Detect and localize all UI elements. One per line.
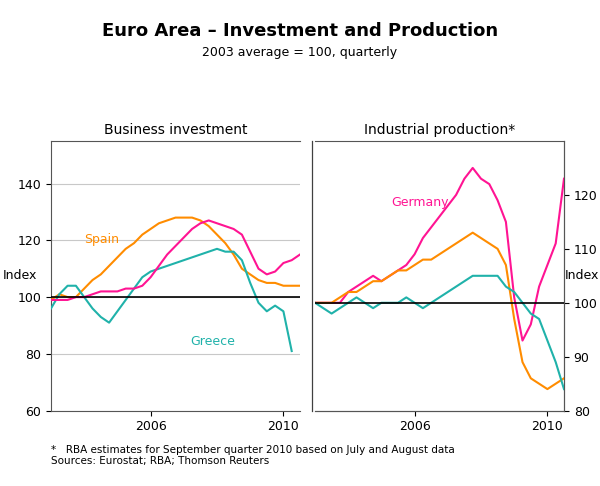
- Text: Germany: Germany: [391, 196, 449, 208]
- Title: Industrial production*: Industrial production*: [364, 123, 515, 137]
- Text: *   RBA estimates for September quarter 2010 based on July and August data
Sourc: * RBA estimates for September quarter 20…: [51, 445, 455, 466]
- Title: Business investment: Business investment: [104, 123, 247, 137]
- Text: Index: Index: [565, 269, 599, 282]
- Text: Greece: Greece: [190, 335, 235, 348]
- Text: Euro Area – Investment and Production: Euro Area – Investment and Production: [102, 22, 498, 40]
- Text: Spain: Spain: [84, 233, 119, 246]
- Text: 2003 average = 100, quarterly: 2003 average = 100, quarterly: [202, 46, 398, 59]
- Text: Index: Index: [3, 269, 37, 282]
